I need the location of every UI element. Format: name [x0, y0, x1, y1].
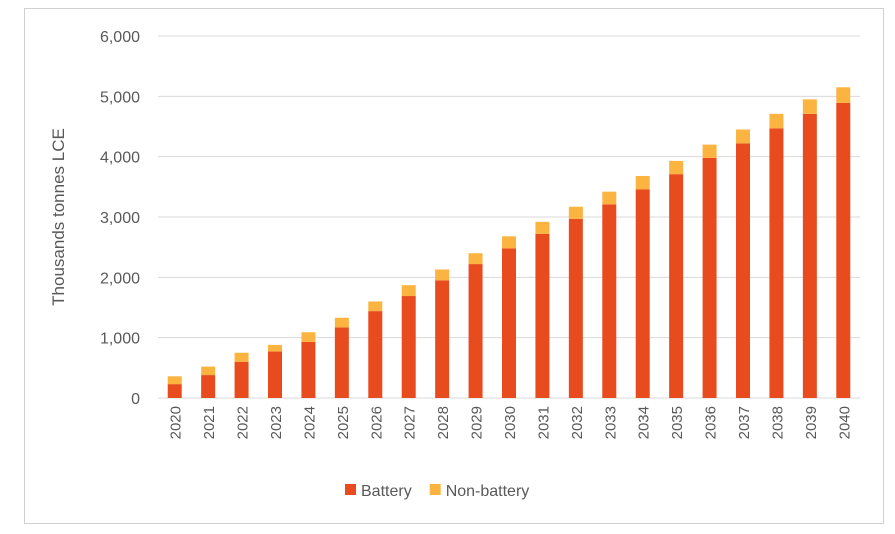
x-tick-label: 2030: [502, 406, 519, 439]
bar-battery-2022: [234, 361, 249, 398]
bar-battery-2024: [301, 341, 316, 398]
bar-battery-2020: [167, 384, 182, 398]
legend-swatch: [429, 484, 441, 495]
legend-item-battery: Battery: [345, 483, 412, 500]
y-tick-label: 0: [131, 391, 140, 408]
bar-battery-2030: [502, 248, 516, 398]
x-tick-label: 2031: [535, 406, 552, 439]
bar-non-battery-2020: [167, 376, 182, 385]
y-tick-label: 2,000: [100, 270, 140, 287]
bar-battery-2027: [401, 296, 416, 398]
x-tick-label: 2024: [301, 406, 318, 439]
x-tick-label: 2021: [201, 406, 218, 439]
legend-label: Non-battery: [446, 483, 530, 500]
legend-label: Battery: [361, 483, 412, 500]
bar-non-battery-2033: [602, 191, 617, 205]
bar-battery-2034: [635, 189, 650, 398]
x-tick-label: 2036: [703, 406, 720, 439]
bar-battery-2039: [802, 113, 817, 398]
bar-non-battery-2032: [568, 206, 583, 219]
x-tick-label: 2028: [435, 406, 452, 439]
bar-battery-2031: [535, 233, 550, 398]
x-tick-label: 2037: [736, 406, 753, 439]
bar-non-battery-2038: [769, 113, 784, 129]
bar-battery-2029: [468, 264, 483, 398]
bar-non-battery-2026: [368, 301, 383, 312]
x-tick-label: 2038: [769, 406, 786, 439]
bar-non-battery-2040: [836, 87, 851, 103]
y-tick-label: 3,000: [100, 210, 140, 227]
bar-non-battery-2028: [435, 269, 450, 281]
x-tick-label: 2025: [335, 406, 352, 439]
bar-non-battery-2036: [702, 144, 717, 158]
x-tick-label: 2020: [168, 406, 185, 439]
bar-non-battery-2029: [468, 253, 483, 265]
x-tick-label: 2023: [268, 406, 285, 439]
bar-non-battery-2031: [535, 221, 550, 234]
x-tick-label: 2039: [803, 406, 820, 439]
y-tick-label: 1,000: [100, 331, 140, 348]
legend-swatch: [345, 484, 356, 495]
x-tick-label: 2029: [469, 406, 486, 439]
x-tick-label: 2032: [569, 406, 586, 439]
bar-battery-2021: [201, 375, 216, 398]
bar-non-battery-2022: [234, 352, 249, 362]
y-axis-label: Thousands tonnes LCE: [49, 128, 68, 306]
bar-battery-2026: [368, 311, 383, 398]
bar-non-battery-2021: [201, 366, 216, 376]
bar-non-battery-2034: [635, 175, 650, 190]
bar-non-battery-2037: [736, 129, 750, 144]
bar-battery-2035: [669, 174, 684, 398]
x-tick-label: 2022: [235, 406, 252, 439]
bar-battery-2032: [568, 218, 583, 398]
bar-battery-2025: [334, 327, 349, 398]
x-tick-label: 2034: [636, 406, 653, 439]
bar-non-battery-2027: [401, 285, 416, 297]
bar-non-battery-2023: [268, 344, 282, 352]
bar-battery-2023: [268, 351, 282, 398]
bar-non-battery-2024: [301, 332, 316, 342]
bar-battery-2033: [602, 204, 617, 398]
chart-frame: [24, 8, 884, 524]
bar-battery-2040: [836, 102, 851, 398]
y-tick-label: 5,000: [100, 89, 140, 106]
bar-non-battery-2025: [334, 317, 349, 328]
x-tick-label: 2040: [836, 406, 853, 439]
bar-non-battery-2030: [502, 236, 516, 249]
x-tick-label: 2035: [669, 406, 686, 439]
bar-non-battery-2039: [802, 99, 817, 114]
bar-battery-2028: [435, 280, 450, 398]
bar-non-battery-2035: [669, 160, 684, 175]
x-tick-label: 2027: [402, 406, 419, 439]
bar-battery-2038: [769, 128, 784, 398]
bar-battery-2036: [702, 157, 717, 398]
bar-battery-2037: [736, 143, 750, 398]
x-tick-label: 2026: [368, 406, 385, 439]
y-tick-label: 6,000: [100, 29, 140, 46]
x-tick-label: 2033: [602, 406, 619, 439]
legend-item-non-battery: Non-battery: [429, 483, 530, 500]
y-tick-label: 4,000: [100, 150, 140, 167]
